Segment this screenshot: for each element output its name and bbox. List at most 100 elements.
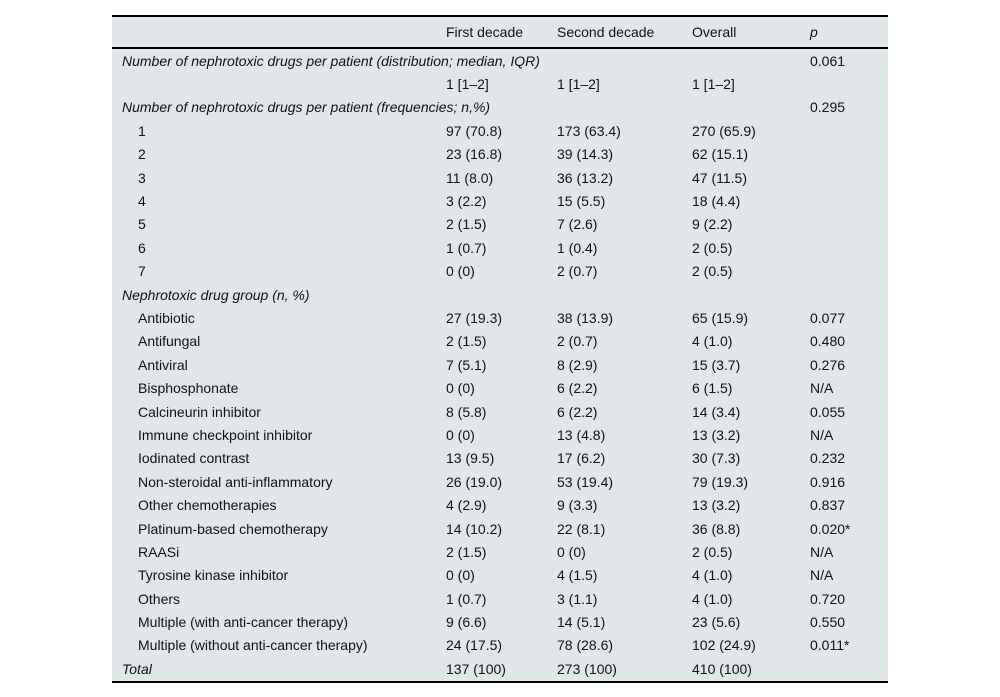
overall-cell: 270 (65.9)	[692, 122, 756, 139]
second-decade-cell: 4 (1.5)	[557, 567, 598, 584]
table-body: Number of nephrotoxic drugs per patient …	[112, 48, 888, 681]
row-label-cell: 3	[138, 169, 146, 186]
second-decade-cell: 1 [1–2]	[557, 76, 600, 93]
table-row: RAASi 2 (1.5) 0 (0) 2 (0.5) N/A	[112, 540, 888, 563]
table-row: Calcineurin inhibitor 8 (5.8) 6 (2.2) 14 (3…	[112, 400, 888, 423]
p-value-cell	[810, 283, 888, 306]
table-row: Immune checkpoint inhibitor 0 (0) 13 (4.8)…	[112, 423, 888, 446]
overall-cell: 47 (11.5)	[692, 169, 747, 186]
row-label-cell: 5	[138, 216, 146, 233]
first-decade-cell: 2 (1.5)	[446, 333, 487, 350]
second-decade-cell: 6 (2.2)	[557, 380, 598, 397]
first-decade-cell: 0 (0)	[446, 426, 475, 443]
row-label-cell: Total	[122, 660, 152, 677]
overall-cell: 410 (100)	[692, 660, 752, 677]
first-decade-cell: 8 (5.8)	[446, 403, 487, 420]
table-row: 3 11 (8.0) 36 (13.2) 47 (11.5)	[112, 166, 888, 189]
p-value-cell	[810, 119, 888, 142]
first-decade-cell: 2 (1.5)	[446, 216, 487, 233]
table-row: 2 23 (16.8) 39 (14.3) 62 (15.1)	[112, 143, 888, 166]
p-value-cell: 0.077	[810, 309, 846, 326]
second-decade-cell: 9 (3.3)	[557, 497, 598, 514]
p-value-cell: 0.480	[810, 333, 846, 350]
second-decade-cell: 2 (0.7)	[557, 333, 598, 350]
first-decade-cell: 1 (0.7)	[446, 590, 487, 607]
section-row: Number of nephrotoxic drugs per patient …	[112, 48, 888, 72]
p-value-cell: N/A	[810, 543, 834, 560]
section-label-cell: Nephrotoxic drug group (n, %)	[122, 286, 310, 303]
first-decade-cell: 11 (8.0)	[446, 169, 494, 186]
table-row: Platinum-based chemotherapy 14 (10.2) 22 (…	[112, 517, 888, 540]
p-value-cell: N/A	[810, 567, 834, 584]
column-header-p-value: p	[810, 17, 888, 49]
overall-cell: 4 (1.0)	[692, 333, 733, 350]
column-header-first-decade: First decade	[446, 17, 557, 49]
first-decade-cell: 0 (0)	[446, 567, 475, 584]
row-label-cell: Multiple (without anti-cancer therapy)	[138, 637, 368, 654]
second-decade-cell: 39 (14.3)	[557, 146, 614, 163]
p-value-cell	[810, 260, 888, 283]
p-value-cell: 0.232	[810, 450, 846, 467]
table-row: 5 2 (1.5) 7 (2.6) 9 (2.2)	[112, 213, 888, 236]
row-label-cell: 4	[138, 193, 146, 210]
row-label-cell: 7	[138, 263, 146, 280]
row-label-cell: Antifungal	[138, 333, 201, 350]
overall-cell: 62 (15.1)	[692, 146, 749, 163]
p-value-cell	[810, 189, 888, 212]
overall-cell: 4 (1.0)	[692, 567, 733, 584]
overall-cell: 102 (24.9)	[692, 637, 756, 654]
second-decade-cell: 13 (4.8)	[557, 426, 606, 443]
p-value-cell: 0.550	[810, 614, 846, 631]
row-label-cell	[112, 72, 446, 95]
table-row: 4 3 (2.2) 15 (5.5) 18 (4.4)	[112, 189, 888, 212]
second-decade-cell: 0 (0)	[557, 543, 586, 560]
first-decade-cell: 26 (19.0)	[446, 473, 503, 490]
row-label-cell: Antibiotic	[138, 309, 195, 326]
table-row: Tyrosine kinase inhibitor 0 (0) 4 (1.5) 4 (…	[112, 564, 888, 587]
second-decade-cell: 78 (28.6)	[557, 637, 614, 654]
overall-cell: 2 (0.5)	[692, 239, 733, 256]
table-row: Antiviral 7 (5.1) 8 (2.9) 15 (3.7) 0.276	[112, 353, 888, 376]
nephrotoxic-drugs-table: First decade Second decade Overall p Num…	[112, 17, 888, 681]
second-decade-cell: 53 (19.4)	[557, 473, 614, 490]
statistics-table-panel: First decade Second decade Overall p Num…	[112, 15, 888, 683]
row-label-cell: Iodinated contrast	[138, 450, 250, 467]
first-decade-cell: 13 (9.5)	[446, 450, 495, 467]
column-header-empty	[112, 17, 446, 49]
row-label-cell: Platinum-based chemotherapy	[138, 520, 328, 537]
first-decade-cell: 1 (0.7)	[446, 239, 487, 256]
row-label-cell: Multiple (with anti-cancer therapy)	[138, 614, 349, 631]
overall-cell: 2 (0.5)	[692, 263, 733, 280]
section-row: Nephrotoxic drug group (n, %)	[112, 283, 888, 306]
row-label-cell: RAASi	[138, 543, 180, 560]
second-decade-cell: 3 (1.1)	[557, 590, 598, 607]
table-row: Multiple (without anti-cancer therapy) 24…	[112, 634, 888, 657]
p-value-cell: 0.020*	[810, 520, 851, 537]
second-decade-cell: 36 (13.2)	[557, 169, 614, 186]
first-decade-cell: 14 (10.2)	[446, 520, 503, 537]
second-decade-cell: 6 (2.2)	[557, 403, 598, 420]
p-value-cell: 0.837	[810, 497, 846, 514]
table-row: 1 97 (70.8) 173 (63.4) 270 (65.9)	[112, 119, 888, 142]
overall-cell: 23 (5.6)	[692, 614, 741, 631]
table-row: 6 1 (0.7) 1 (0.4) 2 (0.5)	[112, 236, 888, 259]
p-value-cell: 0.720	[810, 590, 846, 607]
row-label-cell: Immune checkpoint inhibitor	[138, 426, 313, 443]
p-value-cell	[810, 236, 888, 259]
second-decade-cell: 22 (8.1)	[557, 520, 606, 537]
p-value-cell	[810, 657, 888, 680]
table-row: Other chemotherapies 4 (2.9) 9 (3.3) 13 (3.…	[112, 493, 888, 516]
p-value-cell	[810, 166, 888, 189]
row-label-cell: 6	[138, 239, 146, 256]
p-value-cell: N/A	[810, 380, 834, 397]
overall-cell: 6 (1.5)	[692, 380, 733, 397]
first-decade-cell: 27 (19.3)	[446, 309, 503, 326]
row-label-cell: 2	[138, 146, 146, 163]
row-label-cell: Other chemotherapies	[138, 497, 277, 514]
table-row: Total 137 (100) 273 (100) 410 (100)	[112, 657, 888, 680]
table-row: Multiple (with anti-cancer therapy) 9 (6.…	[112, 610, 888, 633]
overall-cell: 1 [1–2]	[692, 76, 735, 93]
table-row: Non-steroidal anti-inflammatory 26 (19.0)…	[112, 470, 888, 493]
section-label-cell: Number of nephrotoxic drugs per patient …	[122, 99, 491, 116]
section-row: Number of nephrotoxic drugs per patient …	[112, 96, 888, 119]
